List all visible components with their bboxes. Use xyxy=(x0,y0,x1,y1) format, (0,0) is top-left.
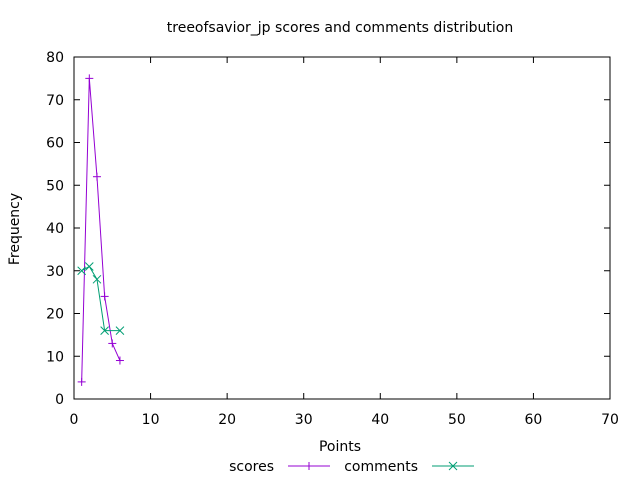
series-group xyxy=(77,74,125,386)
data-point-scores xyxy=(108,339,117,348)
legend-item-scores: scores xyxy=(229,459,330,475)
y-axis-ticks: 0 10 20 30 40 50 60 70 80 xyxy=(46,50,610,408)
legend-label: comments xyxy=(344,459,418,475)
x-tick-label: 40 xyxy=(371,412,389,428)
legend: scores comments xyxy=(229,459,474,475)
data-point-comments xyxy=(115,326,125,335)
y-tick-label: 80 xyxy=(46,50,64,66)
legend-marker xyxy=(305,462,313,470)
data-point-scores xyxy=(77,377,86,386)
x-tick-label: 20 xyxy=(218,412,236,428)
x-tick-label: 60 xyxy=(525,412,543,428)
series-scores xyxy=(77,74,124,386)
data-point-comments xyxy=(84,262,94,271)
x-tick-label: 30 xyxy=(295,412,313,428)
data-point-scores xyxy=(85,74,94,83)
x-tick-label: 10 xyxy=(142,412,160,428)
data-point-scores xyxy=(100,292,109,301)
y-tick-label: 20 xyxy=(46,307,64,323)
y-tick-label: 10 xyxy=(46,349,64,365)
y-tick-label: 30 xyxy=(46,264,64,280)
series-line-scores xyxy=(81,78,121,382)
legend-marker xyxy=(448,461,458,471)
y-tick-label: 60 xyxy=(46,136,64,152)
legend-item-comments: comments xyxy=(344,459,474,475)
data-point-comments xyxy=(77,266,87,276)
x-axis-ticks: 0 10 20 30 40 50 60 70 xyxy=(70,57,619,428)
x-tick-label: 0 xyxy=(70,412,79,428)
x-axis-label: Points xyxy=(319,439,361,455)
y-tick-label: 40 xyxy=(46,221,64,237)
y-tick-label: 0 xyxy=(55,392,64,408)
plot-frame xyxy=(73,56,611,400)
legend-label: scores xyxy=(229,459,274,475)
x-tick-label: 50 xyxy=(448,412,466,428)
y-tick-label: 50 xyxy=(46,178,64,194)
y-tick-label: 70 xyxy=(46,93,64,109)
data-point-comments xyxy=(92,274,102,284)
y-axis-label: Frequency xyxy=(7,193,23,265)
x-tick-label: 70 xyxy=(601,412,619,428)
series-comments xyxy=(77,262,125,335)
data-point-scores xyxy=(92,172,101,181)
plot-border xyxy=(73,56,611,400)
data-point-comments xyxy=(100,326,109,335)
data-point-scores xyxy=(115,356,124,365)
chart-title: treeofsavior_jp scores and comments dist… xyxy=(167,20,513,36)
